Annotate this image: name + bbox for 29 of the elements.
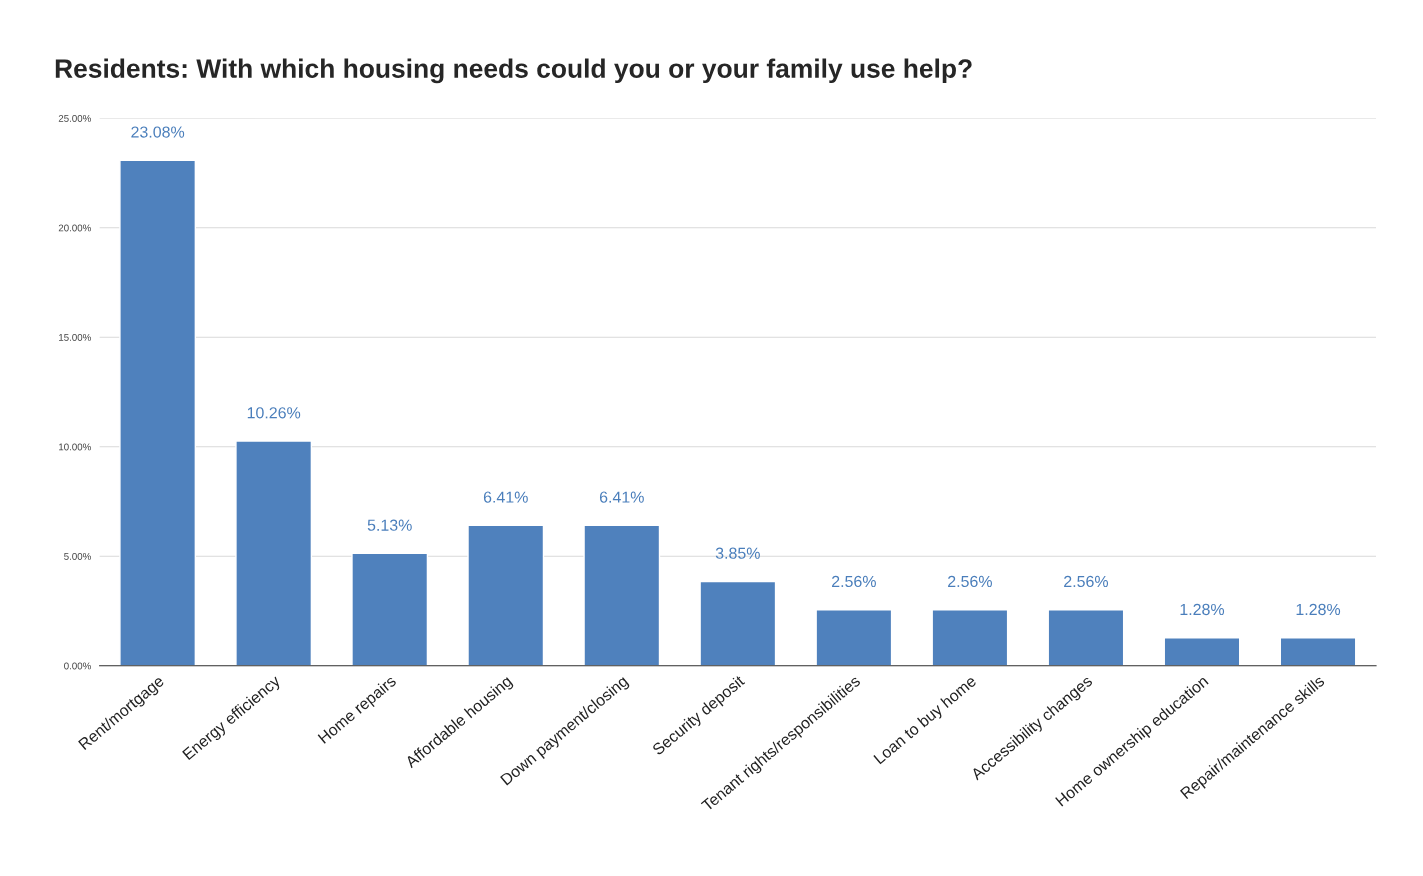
bar — [583, 524, 661, 666]
bar — [467, 524, 545, 666]
data-label: 6.41% — [599, 491, 644, 503]
data-label: 3.85% — [715, 547, 760, 559]
data-label: 6.41% — [483, 491, 528, 503]
bar — [1047, 609, 1125, 666]
data-label: 2.56% — [832, 575, 876, 588]
data-label: 10.26% — [247, 407, 301, 419]
data-label: 23.08% — [131, 126, 185, 138]
y-tick-label: 20.00% — [58, 224, 91, 232]
y-tick-label: 5.00% — [64, 552, 91, 560]
y-tick-label: 25.00% — [58, 114, 91, 122]
y-tick-label: 15.00% — [59, 333, 91, 341]
bar — [931, 609, 1009, 666]
y-tick-label: 0.00% — [64, 662, 91, 670]
chart-title: Residents: With which housing needs could you or your family use help? — [55, 58, 972, 84]
bar — [815, 609, 893, 666]
data-label: 2.56% — [948, 575, 992, 588]
data-label: 1.28% — [1180, 603, 1225, 616]
y-tick-label: 10.00% — [59, 443, 91, 451]
bar — [1279, 637, 1357, 666]
bar — [235, 440, 313, 666]
data-label: 2.56% — [1064, 575, 1109, 588]
data-label: 1.28% — [1296, 603, 1341, 616]
bar — [351, 552, 429, 666]
bar — [699, 580, 777, 666]
bar — [119, 159, 197, 666]
data-label: 5.13% — [367, 519, 412, 531]
bar — [1163, 637, 1241, 666]
